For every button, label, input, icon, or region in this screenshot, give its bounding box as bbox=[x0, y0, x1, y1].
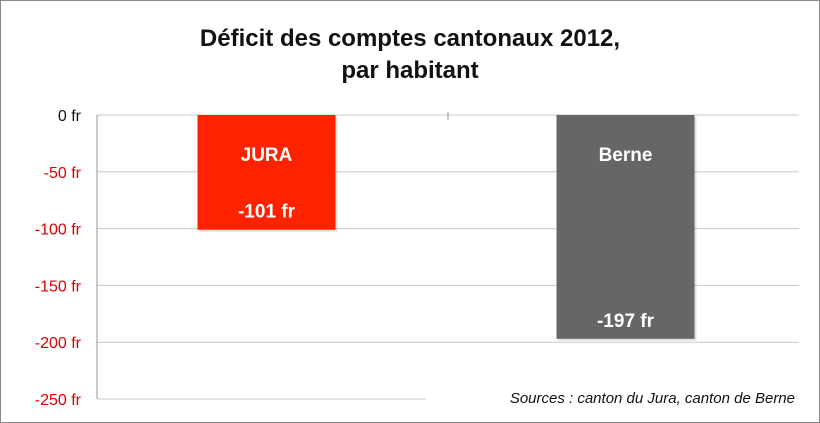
chart-title-line-2: par habitant bbox=[341, 57, 479, 84]
y-tick-label: -100 fr bbox=[35, 222, 82, 239]
chart-title: Déficit des comptes cantonaux 2012, par … bbox=[1, 23, 819, 87]
y-tick-label: -250 fr bbox=[35, 392, 82, 409]
y-tick-label: -150 fr bbox=[35, 278, 82, 295]
chart-title-line-1: Déficit des comptes cantonaux 2012, bbox=[199, 25, 621, 52]
bar-value-label: -197 fr bbox=[597, 311, 655, 332]
y-tick-label: -200 fr bbox=[35, 335, 82, 352]
chart-source-note: Sources : canton du Jura, canton de Bern… bbox=[509, 390, 795, 407]
bar-0 bbox=[197, 115, 336, 230]
bar-category-label: JURA bbox=[241, 145, 293, 166]
y-tick-label: -50 fr bbox=[44, 165, 82, 182]
bar-value-label: -101 fr bbox=[238, 202, 296, 223]
bar-category-label: Berne bbox=[599, 145, 653, 166]
y-tick-label: 0 fr bbox=[58, 108, 82, 125]
bar-1 bbox=[556, 115, 695, 339]
